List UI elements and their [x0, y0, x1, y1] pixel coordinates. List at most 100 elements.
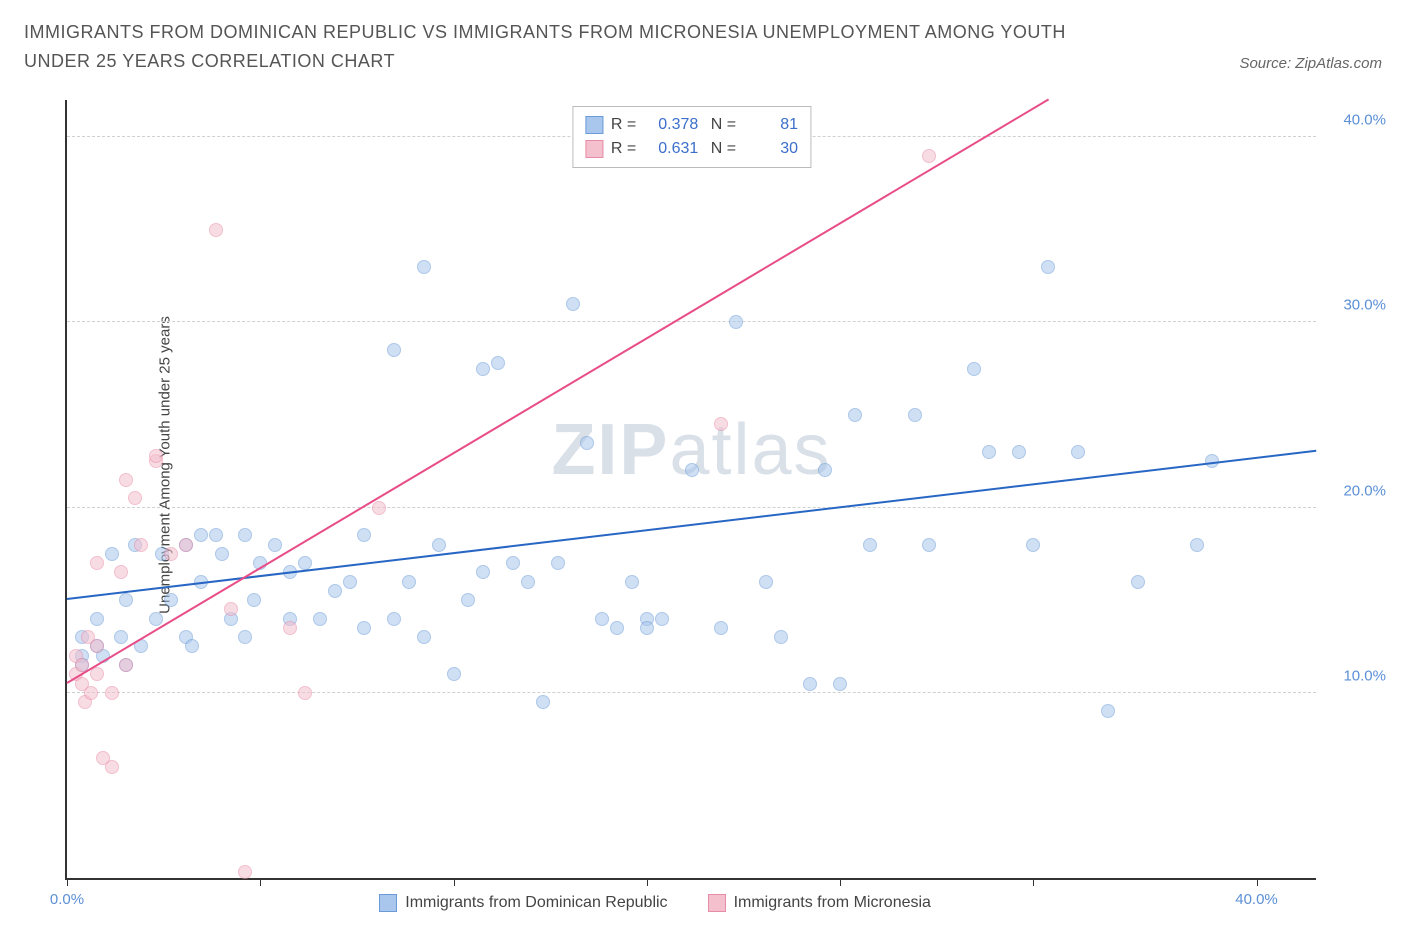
- legend-item: Immigrants from Dominican Republic: [379, 894, 667, 912]
- data-point: [640, 621, 654, 635]
- data-point: [372, 501, 386, 515]
- data-point: [134, 538, 148, 552]
- data-point: [209, 223, 223, 237]
- data-point: [803, 677, 817, 691]
- data-point: [90, 556, 104, 570]
- series-swatch-icon: [585, 140, 603, 158]
- x-tick: [67, 878, 68, 886]
- x-tick-label: 40.0%: [1235, 891, 1278, 908]
- stat-r-value: 0.631: [644, 137, 698, 161]
- stat-label: R =: [611, 113, 636, 137]
- data-point: [566, 297, 580, 311]
- data-point: [402, 575, 416, 589]
- data-point: [432, 538, 446, 552]
- data-point: [848, 408, 862, 422]
- data-point: [224, 602, 238, 616]
- data-point: [328, 584, 342, 598]
- data-point: [1041, 260, 1055, 274]
- data-point: [149, 612, 163, 626]
- x-tick: [840, 878, 841, 886]
- data-point: [580, 436, 594, 450]
- data-point: [149, 449, 163, 463]
- data-point: [491, 356, 505, 370]
- data-point: [818, 463, 832, 477]
- data-point: [461, 593, 475, 607]
- data-point: [967, 362, 981, 376]
- data-point: [298, 556, 312, 570]
- data-point: [105, 547, 119, 561]
- data-point: [387, 343, 401, 357]
- data-point: [105, 760, 119, 774]
- data-point: [84, 686, 98, 700]
- stats-row: R = 0.631 N = 30: [585, 137, 798, 161]
- data-point: [343, 575, 357, 589]
- data-point: [417, 260, 431, 274]
- data-point: [387, 612, 401, 626]
- bottom-legend: Immigrants from Dominican Republic Immig…: [379, 894, 931, 912]
- trendline: [66, 98, 1048, 683]
- data-point: [759, 575, 773, 589]
- data-point: [685, 463, 699, 477]
- legend-label: Immigrants from Dominican Republic: [405, 894, 667, 912]
- data-point: [1190, 538, 1204, 552]
- data-point: [551, 556, 565, 570]
- data-point: [313, 612, 327, 626]
- gridline: [67, 507, 1316, 508]
- data-point: [90, 612, 104, 626]
- data-point: [922, 149, 936, 163]
- data-point: [833, 677, 847, 691]
- data-point: [863, 538, 877, 552]
- stat-n-value: 81: [744, 113, 798, 137]
- data-point: [476, 362, 490, 376]
- y-tick-label: 20.0%: [1343, 482, 1386, 499]
- data-point: [179, 538, 193, 552]
- series-swatch-icon: [585, 116, 603, 134]
- watermark: ZIPatlas: [551, 409, 831, 491]
- scatter-chart: ZIPatlas R = 0.378 N = 81 R = 0.631 N = …: [65, 100, 1316, 880]
- data-point: [447, 667, 461, 681]
- data-point: [774, 630, 788, 644]
- data-point: [922, 538, 936, 552]
- gridline: [67, 321, 1316, 322]
- data-point: [357, 528, 371, 542]
- stat-label: N =: [706, 137, 736, 161]
- data-point: [357, 621, 371, 635]
- data-point: [506, 556, 520, 570]
- data-point: [714, 417, 728, 431]
- data-point: [1071, 445, 1085, 459]
- x-tick: [647, 878, 648, 886]
- x-tick: [1033, 878, 1034, 886]
- data-point: [655, 612, 669, 626]
- data-point: [238, 865, 252, 879]
- data-point: [209, 528, 223, 542]
- series-swatch-icon: [708, 894, 726, 912]
- chart-title: IMMIGRANTS FROM DOMINICAN REPUBLIC VS IM…: [24, 18, 1074, 76]
- legend-label: Immigrants from Micronesia: [734, 894, 931, 912]
- correlation-stats-box: R = 0.378 N = 81 R = 0.631 N = 30: [572, 106, 811, 168]
- data-point: [476, 565, 490, 579]
- data-point: [238, 528, 252, 542]
- x-tick: [260, 878, 261, 886]
- y-tick-label: 40.0%: [1343, 112, 1386, 129]
- data-point: [119, 593, 133, 607]
- gridline: [67, 692, 1316, 693]
- data-point: [298, 686, 312, 700]
- legend-item: Immigrants from Micronesia: [708, 894, 931, 912]
- data-point: [729, 315, 743, 329]
- stat-label: N =: [706, 113, 736, 137]
- data-point: [268, 538, 282, 552]
- y-tick-label: 30.0%: [1343, 297, 1386, 314]
- data-point: [1131, 575, 1145, 589]
- data-point: [194, 528, 208, 542]
- x-tick: [454, 878, 455, 886]
- data-point: [1026, 538, 1040, 552]
- data-point: [215, 547, 229, 561]
- stat-n-value: 30: [744, 137, 798, 161]
- data-point: [982, 445, 996, 459]
- data-point: [1101, 704, 1115, 718]
- data-point: [119, 658, 133, 672]
- data-point: [185, 639, 199, 653]
- data-point: [114, 630, 128, 644]
- data-point: [164, 547, 178, 561]
- data-point: [119, 473, 133, 487]
